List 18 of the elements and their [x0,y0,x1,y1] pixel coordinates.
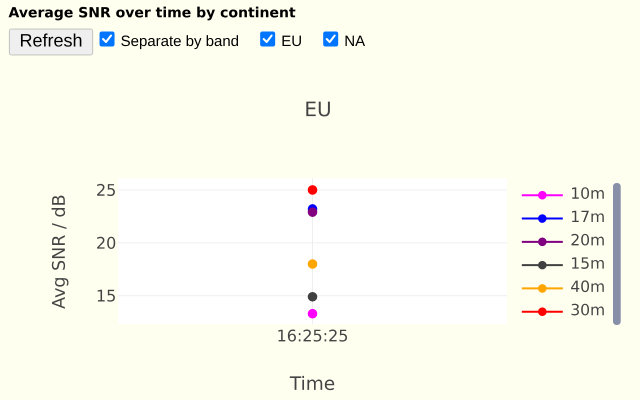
text: EU [282,36,301,46]
legend-label: 10m [572,187,604,199]
chart-title: Average SNR over time by continent [8,6,296,20]
legend-label: 20m [571,234,604,246]
y-axis-title: Avg SNR / dB [52,196,68,309]
legend-label: 15m [572,257,604,269]
y-tick-label: 20 [97,236,116,249]
text: NA [346,36,366,46]
x-axis-title: Time [290,376,334,390]
y-tick-label: 15 [98,290,115,302]
legend-label: 40m [571,280,604,292]
chart-subtitle: EU [306,102,330,116]
legend-label: 17m [572,210,604,222]
text: Separate by band [121,35,238,50]
text: Refresh [20,33,82,47]
x-tick-label: 16:25:25 [278,330,348,342]
y-tick-label: 25 [97,184,115,196]
legend-label: 30m [572,304,604,316]
